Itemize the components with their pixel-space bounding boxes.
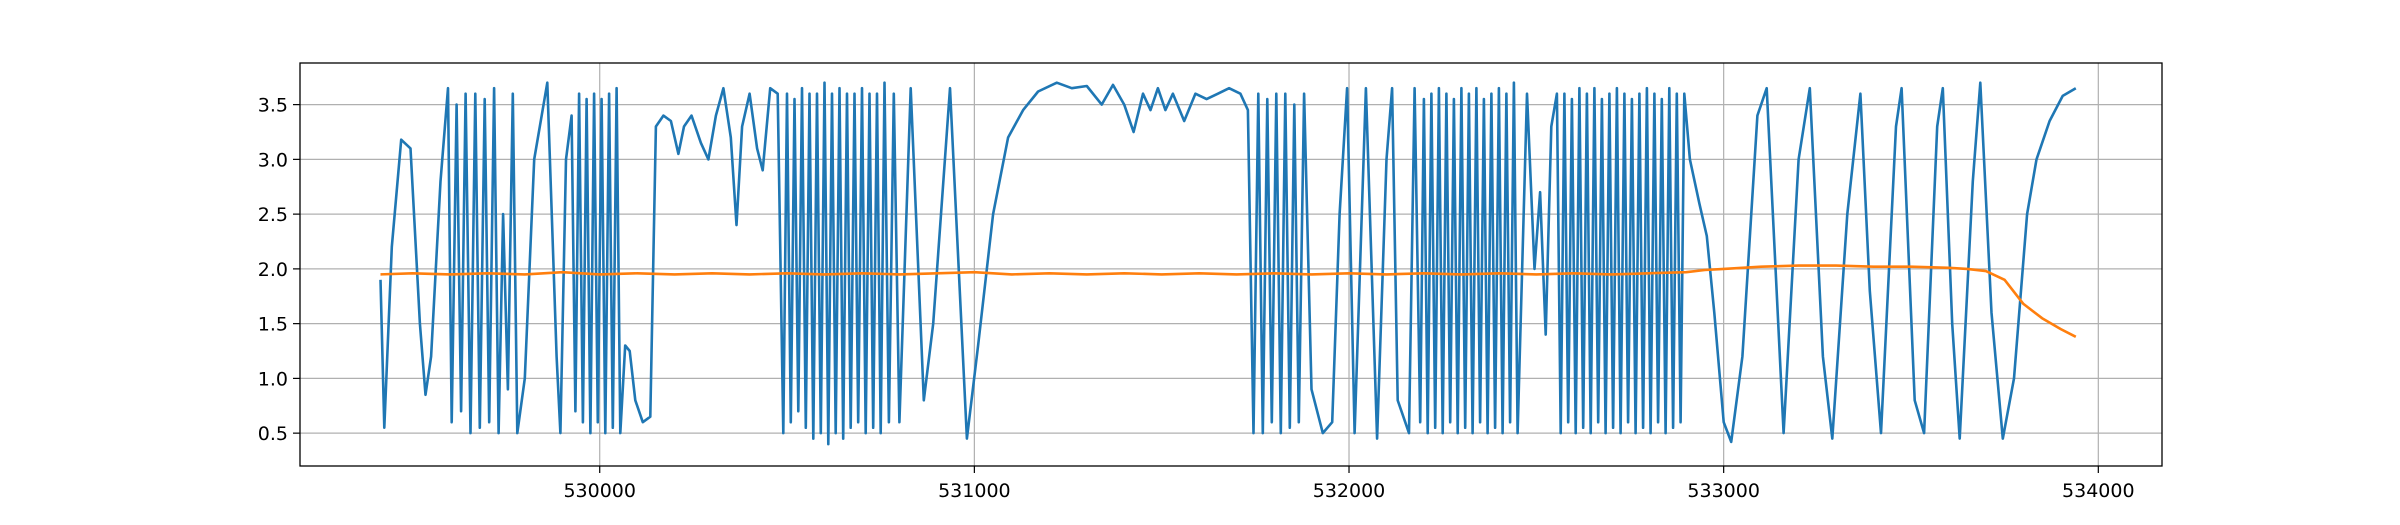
series-line-1	[379, 81, 2077, 446]
y-tick-label: 1.5	[258, 314, 288, 336]
series-lines	[379, 81, 2077, 446]
y-tick-label: 2.0	[258, 259, 288, 281]
x-tick-label: 531000	[938, 480, 1011, 502]
y-tick-label: 1.0	[258, 368, 288, 390]
x-tick-label: 534000	[2062, 480, 2135, 502]
y-axis-ticks: 0.5 1.0 1.5 2.0 2.5 3.0 3.5	[258, 95, 300, 445]
x-tick-label: 533000	[1687, 480, 1760, 502]
y-tick-label: 0.5	[258, 423, 288, 445]
series-line-2	[380, 264, 2077, 338]
plot-frame	[299, 62, 2163, 467]
y-tick-label: 3.0	[258, 149, 288, 171]
y-tick-label: 2.5	[258, 204, 288, 226]
y-tick-label: 3.5	[258, 95, 288, 117]
x-tick-label: 530000	[563, 480, 636, 502]
x-axis-ticks: 530000 531000 532000 533000 534000	[563, 466, 2135, 502]
x-tick-label: 532000	[1313, 480, 1386, 502]
